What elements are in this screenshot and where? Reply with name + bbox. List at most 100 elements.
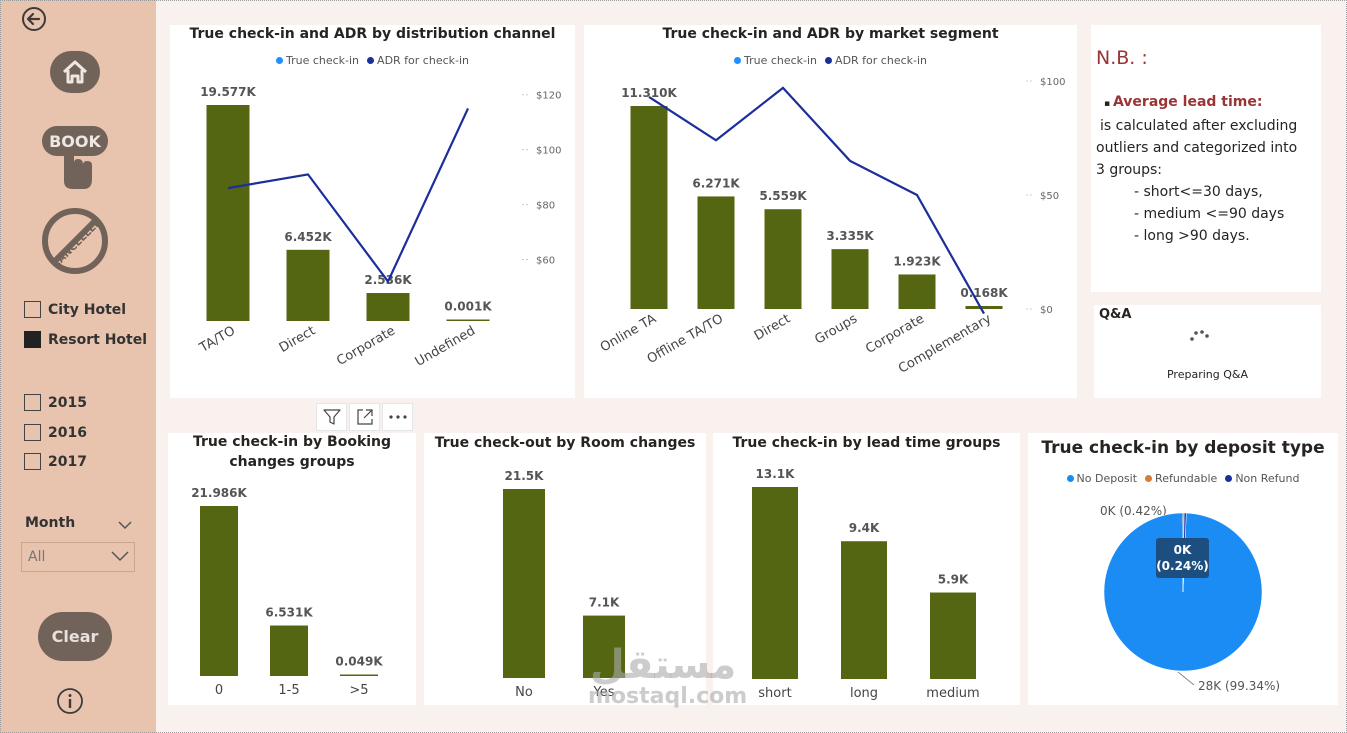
data-label: 0.001K — [444, 300, 492, 314]
filter-label: Resort Hotel — [48, 331, 148, 348]
note-item: - long >90 days. — [1134, 228, 1250, 244]
cancelled-icon[interactable]: CANCELLED — [42, 208, 108, 274]
room-chart: 21.5K No 7.1K Yes — [503, 469, 625, 700]
legend-item[interactable]: ADR for check-in — [367, 54, 469, 67]
data-label: 9.4K — [849, 521, 880, 535]
month-dropdown[interactable]: All — [21, 542, 135, 572]
data-label: 6.531K — [265, 606, 313, 620]
note-item: - medium <=90 days — [1134, 206, 1285, 222]
legend-item[interactable]: True check-in — [275, 54, 359, 67]
x-tick-label: long — [850, 686, 878, 701]
chart-title: True check-in and ADR by market segment — [662, 26, 999, 42]
adr-line — [648, 86, 985, 315]
x-tick-label: Direct — [752, 311, 793, 343]
data-label: 3.335K — [826, 229, 874, 243]
chart-title: True check-in by lead time groups — [732, 435, 1001, 451]
more-options-icon[interactable] — [382, 403, 413, 431]
qa-title: Q&A — [1099, 307, 1132, 322]
y2-tick-label: $60 — [536, 256, 555, 267]
watermark-arabic: مستقل — [590, 642, 737, 688]
x-tick-label: Online TA — [598, 311, 659, 355]
chart-title: True check-in by deposit type — [1041, 438, 1325, 458]
filter-city-hotel[interactable]: City Hotel — [24, 301, 126, 318]
checkbox[interactable] — [24, 453, 41, 470]
x-tick-label: short — [758, 686, 791, 701]
data-label: 21.986K — [191, 486, 247, 500]
x-tick-label: No — [515, 685, 533, 700]
channel-chart-card[interactable]: True check-in and ADR by distribution ch… — [170, 25, 575, 398]
qa-card[interactable]: Q&A Preparing Q&A — [1094, 305, 1321, 398]
legend-item[interactable]: No Deposit — [1066, 472, 1137, 485]
note-line: is calculated after excluding — [1100, 118, 1298, 134]
x-tick-label: Corporate — [334, 323, 398, 368]
filter-year-2015[interactable]: 2015 — [24, 394, 87, 411]
info-icon[interactable] — [55, 686, 85, 716]
filter-icon[interactable] — [316, 403, 347, 431]
chart-title-line1: True check-in by Booking — [192, 434, 392, 450]
room-chart-card[interactable]: True check-out by Room changes 21.5K No 7.… — [424, 433, 706, 705]
home-icon[interactable] — [50, 50, 100, 94]
filter-year-2016[interactable]: 2016 — [24, 424, 87, 441]
book-text: BOOK — [49, 132, 101, 151]
note-card: N.B. : ▪ Average lead time: is calculate… — [1091, 25, 1321, 292]
note-body: ▪ Average lead time: is calculated after… — [1096, 91, 1324, 247]
x-tick-label: Corporate — [863, 311, 927, 356]
x-tick-label: >5 — [349, 683, 368, 698]
legend-label: ADR for check-in — [377, 54, 470, 67]
data-label: 13.1K — [756, 467, 796, 481]
booking-chart-card[interactable]: True check-in by Booking changes groups … — [168, 433, 416, 705]
y2-tick-label: $100 — [536, 146, 561, 157]
segment-chart-card[interactable]: True check-in and ADR by market segment … — [584, 25, 1077, 398]
clear-button[interactable]: Clear — [38, 612, 112, 661]
x-tick-label: Groups — [812, 311, 860, 347]
back-arrow-icon[interactable] — [20, 5, 48, 33]
checkbox[interactable] — [24, 301, 41, 318]
data-label: 6.271K — [692, 176, 740, 190]
lead-chart-card[interactable]: True check-in by lead time groups 13.1K s… — [713, 433, 1020, 705]
filter-label: 2017 — [48, 453, 87, 470]
lead-chart: 13.1K short 9.4K long 5.9K medium — [752, 467, 980, 701]
bar — [200, 506, 238, 676]
legend-label: True check-in — [743, 54, 818, 67]
y2-tick-label: $80 — [536, 201, 555, 212]
data-label: 0.049K — [335, 655, 383, 669]
data-label: 7.1K — [589, 596, 620, 610]
legend-label: ADR for check-in — [835, 54, 928, 67]
y2-tick-label: $0 — [1040, 305, 1053, 316]
bar — [697, 196, 735, 309]
note-line: outliers and categorized into — [1096, 140, 1298, 156]
checkbox[interactable] — [24, 424, 41, 441]
visual-header — [316, 403, 413, 431]
filter-year-2017[interactable]: 2017 — [24, 453, 87, 470]
bar — [270, 625, 308, 676]
filter-resort-hotel[interactable]: Resort Hotel — [24, 331, 147, 348]
bar — [503, 489, 545, 678]
chart-legend: True check-in ADR for check-in — [584, 54, 1077, 67]
checkbox[interactable] — [24, 331, 41, 348]
data-label: 5.559K — [759, 189, 807, 203]
tooltip: 0K (0.24%) — [1156, 538, 1209, 578]
watermark-latin: mostaql.com — [588, 684, 748, 709]
y2-tick-label: $50 — [1040, 191, 1059, 202]
adr-line — [227, 108, 469, 284]
x-tick-label: Undefined — [413, 323, 478, 369]
chart-legend: No Deposit Refundable Non Refund — [1028, 472, 1338, 485]
legend-item[interactable]: True check-in — [733, 54, 818, 67]
data-label: 11.310K — [621, 86, 677, 100]
bar — [340, 674, 378, 676]
watermark: مستقل mostaql.com — [588, 645, 747, 709]
note-item: - short<=30 days, — [1134, 184, 1263, 200]
book-icon[interactable]: BOOK — [40, 122, 110, 192]
focus-mode-icon[interactable] — [349, 403, 380, 431]
bar — [286, 249, 330, 321]
legend-item[interactable]: ADR for check-in — [825, 54, 927, 67]
chevron-down-icon[interactable] — [118, 515, 132, 534]
deposit-chart-card[interactable]: True check-in by deposit type No Deposit… — [1028, 433, 1338, 705]
legend-item[interactable]: Non Refund — [1225, 472, 1299, 485]
x-tick-label: TA/TO — [196, 323, 238, 356]
checkbox[interactable] — [24, 394, 41, 411]
note-bullet: Average lead time: — [1112, 94, 1263, 110]
chart-legend: True check-in ADR for check-in — [170, 54, 575, 67]
slice-label-nonrefund: 0K (0.42%) — [1100, 504, 1167, 518]
legend-item[interactable]: Refundable — [1145, 472, 1217, 485]
